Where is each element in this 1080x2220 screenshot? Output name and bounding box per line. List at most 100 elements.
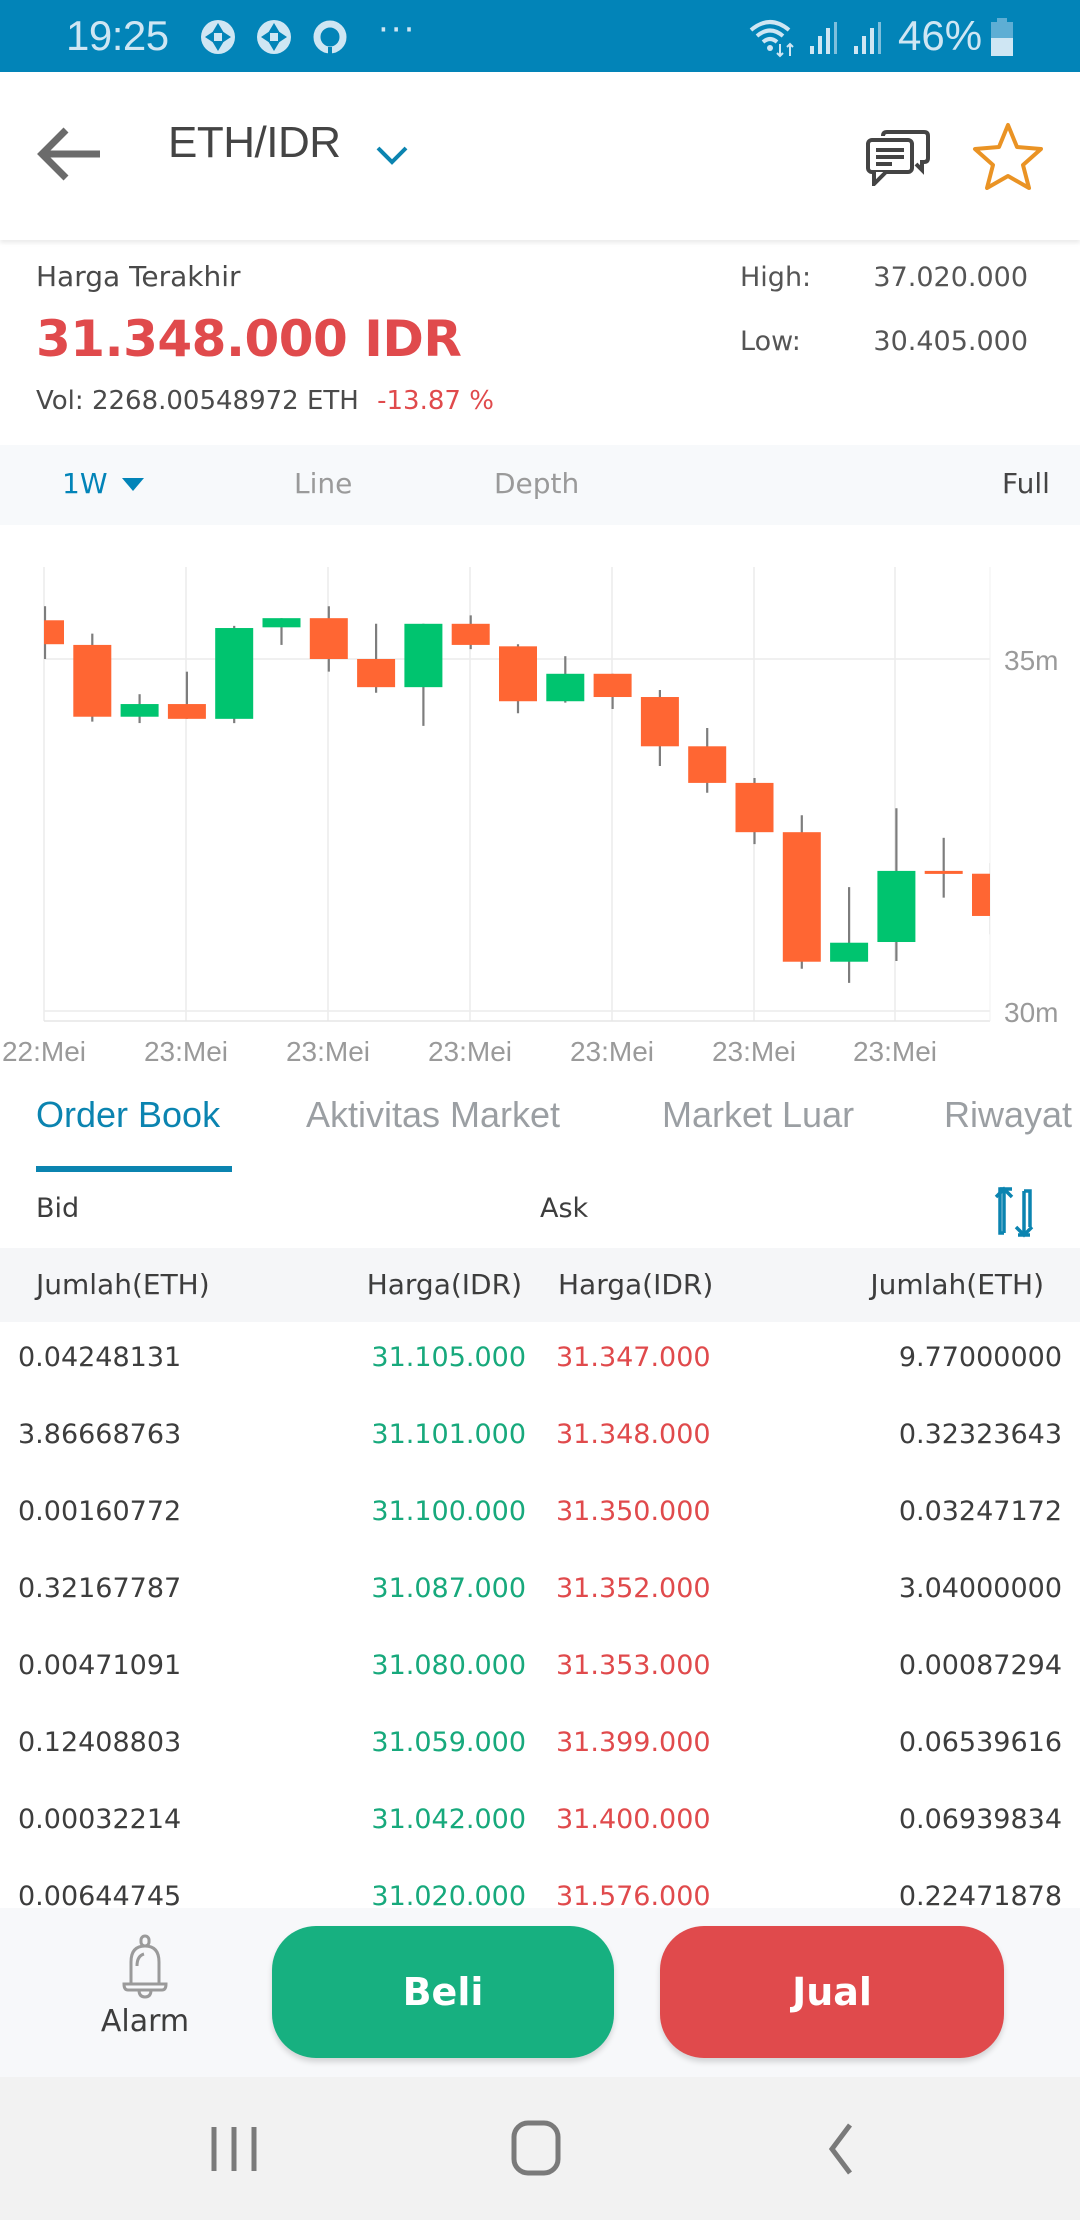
tab-order-book[interactable]: Order Book xyxy=(36,1094,221,1135)
battery-percent: 46% xyxy=(898,12,983,59)
back-arrow-icon[interactable] xyxy=(36,124,108,184)
bid-amount: 0.00471091 xyxy=(18,1650,182,1681)
signal-icon xyxy=(854,22,881,54)
candle-bearish[interactable] xyxy=(357,659,396,688)
ask-price: 31.353.000 xyxy=(556,1650,711,1681)
star-icon[interactable] xyxy=(972,122,1044,190)
interval-selector[interactable]: 1W xyxy=(62,467,108,500)
wifi-icon xyxy=(749,20,794,58)
candle-bullish[interactable] xyxy=(120,704,159,717)
candle-bearish[interactable] xyxy=(688,746,727,783)
x-axis-tick-label: 23:Mei xyxy=(144,1036,228,1067)
high-label: High: xyxy=(740,262,812,293)
tab-riwayat[interactable]: Riwayat xyxy=(944,1094,1073,1135)
order-book-row[interactable]: 0.00032214 31.042.000 31.400.000 0.06939834 xyxy=(0,1784,1080,1861)
system-nav-bar xyxy=(0,2077,1080,2220)
candle-bullish[interactable] xyxy=(546,673,585,702)
bell-icon xyxy=(122,1934,168,1999)
candles-group xyxy=(26,606,1010,983)
ask-price: 31.350.000 xyxy=(556,1496,711,1527)
volume-label: Vol: xyxy=(36,386,84,416)
price-change: -13.87 % xyxy=(377,386,494,416)
x-axis-tick-label: 23:Mei xyxy=(712,1036,796,1067)
ring-app-icon xyxy=(313,20,347,55)
candlestick-chart[interactable]: 35m 30m 22:Mei 23:Mei 23:Mei 23:Mei 23:Mei 23:M… xyxy=(0,525,1080,1080)
candle-bearish[interactable] xyxy=(499,646,537,702)
order-book-list[interactable]: 0.04248131 31.105.000 31.347.000 9.77000000… xyxy=(0,1322,1080,1908)
col-bid-amount: Jumlah(ETH) xyxy=(36,1268,210,1301)
market-tabs: Order Book Aktivitas Market Market Luar … xyxy=(0,1080,1080,1175)
chart-canvas[interactable]: 35m 30m 22:Mei 23:Mei 23:Mei 23:Mei 23:Mei 23:M… xyxy=(0,525,1080,1080)
candle-bearish[interactable] xyxy=(782,832,821,962)
bid-amount: 0.00032214 xyxy=(18,1804,182,1835)
candle-bullish[interactable] xyxy=(877,870,916,943)
tab-aktivitas-market[interactable]: Aktivitas Market xyxy=(306,1094,561,1135)
candle-bullish[interactable] xyxy=(404,623,443,688)
order-book-row[interactable]: 0.32167787 31.087.000 31.352.000 3.04000000 xyxy=(0,1553,1080,1630)
bid-price: 31.087.000 xyxy=(371,1573,526,1604)
depth-chart-toggle[interactable]: Depth xyxy=(494,467,580,500)
ask-amount: 0.06939834 xyxy=(898,1804,1062,1835)
candle-bearish[interactable] xyxy=(972,873,1010,916)
x-axis-tick-label: 23:Mei xyxy=(570,1036,654,1067)
ask-price: 31.348.000 xyxy=(556,1419,711,1450)
caret-down-icon[interactable] xyxy=(122,478,144,491)
bid-price: 31.105.000 xyxy=(371,1342,526,1373)
candle-bearish[interactable] xyxy=(451,623,490,645)
ask-amount: 9.77000000 xyxy=(898,1342,1062,1373)
fullscreen-button[interactable]: Full xyxy=(1002,467,1050,500)
candle-bearish[interactable] xyxy=(73,644,112,717)
candle-bearish[interactable] xyxy=(309,618,348,659)
ask-amount: 0.00087294 xyxy=(898,1650,1062,1681)
line-chart-toggle[interactable]: Line xyxy=(294,467,353,500)
high-value: 37.020.000 xyxy=(873,262,1028,293)
volume-line: Vol: 2268.00548972 ETH -13.87 % xyxy=(36,386,494,416)
active-tab-indicator xyxy=(36,1166,232,1172)
home-icon[interactable] xyxy=(496,2117,576,2181)
sell-button[interactable]: Jual xyxy=(660,1926,1004,2058)
candle-bearish[interactable] xyxy=(924,870,963,874)
bid-label: Bid xyxy=(36,1193,80,1224)
battery-icon xyxy=(991,18,1013,56)
chat-icon[interactable] xyxy=(866,128,930,186)
app-bar: ETH/IDR xyxy=(0,72,1080,240)
last-price: 31.348.000 IDR xyxy=(36,310,462,368)
candle-bearish[interactable] xyxy=(640,697,679,747)
x-axis-tick-label: 22:Mei xyxy=(2,1036,86,1067)
more-dots-icon: ··· xyxy=(378,10,417,50)
order-book-row[interactable]: 0.00644745 31.020.000 31.576.000 0.22471878 xyxy=(0,1861,1080,1908)
candle-bearish[interactable] xyxy=(735,782,774,833)
signal-icon xyxy=(810,22,837,54)
candle-bullish[interactable] xyxy=(262,618,301,628)
candle-bearish[interactable] xyxy=(593,673,632,698)
bid-amount: 0.00160772 xyxy=(18,1496,182,1527)
candle-bearish[interactable] xyxy=(26,620,64,645)
swap-arrows-icon[interactable] xyxy=(990,1183,1040,1241)
chevron-down-icon[interactable] xyxy=(372,140,412,170)
candle-bearish[interactable] xyxy=(167,704,206,719)
ask-amount: 0.22471878 xyxy=(898,1881,1062,1908)
order-book-row[interactable]: 0.12408803 31.059.000 31.399.000 0.06539616 xyxy=(0,1707,1080,1784)
col-ask-price: Harga(IDR) xyxy=(558,1268,714,1301)
ask-amount: 3.04000000 xyxy=(898,1573,1062,1604)
order-book-row[interactable]: 0.00160772 31.100.000 31.350.000 0.03247172 xyxy=(0,1476,1080,1553)
ask-label: Ask xyxy=(540,1193,589,1224)
alarm-label: Alarm xyxy=(100,2004,190,2039)
buy-button[interactable]: Beli xyxy=(272,1926,614,2058)
candle-bullish[interactable] xyxy=(830,942,869,962)
ask-price: 31.400.000 xyxy=(556,1804,711,1835)
order-book-row[interactable]: 3.86668763 31.101.000 31.348.000 0.32323643 xyxy=(0,1399,1080,1476)
candle-bullish[interactable] xyxy=(215,628,254,719)
order-book-row[interactable]: 0.00471091 31.080.000 31.353.000 0.00087294 xyxy=(0,1630,1080,1707)
alarm-button[interactable]: Alarm xyxy=(80,1934,210,2054)
pair-title[interactable]: ETH/IDR xyxy=(168,118,341,167)
recent-apps-icon[interactable] xyxy=(196,2117,276,2181)
tab-market-luar[interactable]: Market Luar xyxy=(662,1094,855,1135)
status-bar: 19:25 ··· 46% xyxy=(0,0,1080,72)
bid-amount: 0.00644745 xyxy=(18,1881,182,1908)
order-book-row[interactable]: 0.04248131 31.105.000 31.347.000 9.77000000 xyxy=(0,1322,1080,1399)
volume-value: 2268.00548972 ETH xyxy=(91,386,359,416)
chart-toolbar: 1W Line Depth Full xyxy=(0,445,1080,525)
back-nav-icon[interactable] xyxy=(800,2117,880,2181)
y-axis-tick-label: 35m xyxy=(1004,645,1058,676)
